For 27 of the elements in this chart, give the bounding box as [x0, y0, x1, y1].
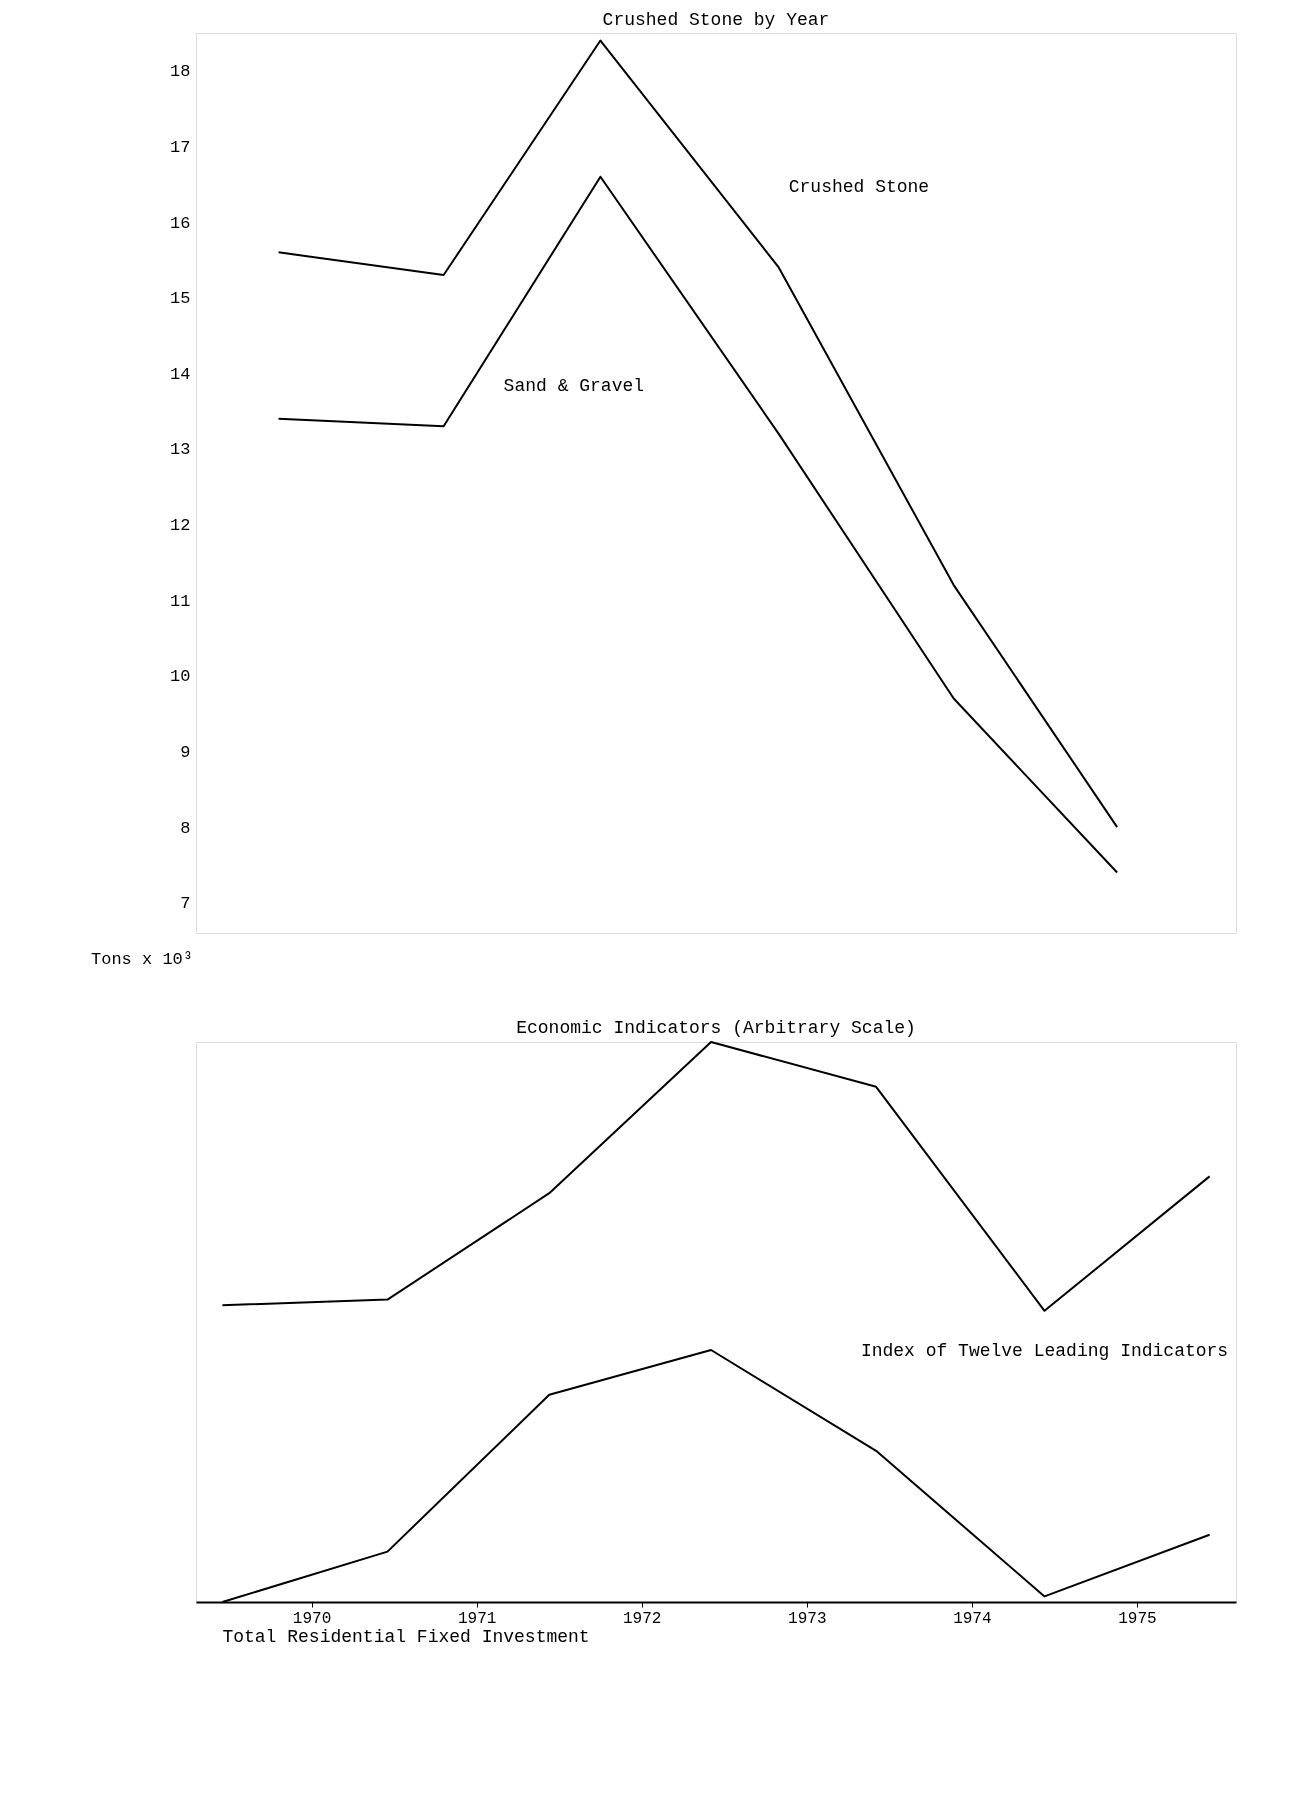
y-tick-label: 16 [170, 213, 191, 233]
line-series [277, 39, 1119, 829]
y-tick-label: 9 [180, 742, 191, 762]
y-tick-label: 12 [170, 516, 191, 536]
y-tick-label: 17 [170, 137, 191, 157]
x-tick-label: 1975 [1118, 1609, 1157, 1628]
x-tick-label: 1974 [953, 1609, 992, 1628]
y-tick-label: 18 [170, 62, 191, 82]
chart-title: Economic Indicators (Arbitrary Scale) [516, 1018, 916, 1038]
x-tick-label: 1972 [623, 1609, 662, 1628]
chart-title: Crushed Stone by Year [602, 10, 830, 30]
y-tick-label: 14 [170, 364, 191, 384]
y-tick-label: 15 [170, 289, 191, 309]
y-tick-label: 8 [180, 818, 191, 838]
y-axis-title: Tons x 10³ [91, 950, 194, 969]
x-tick-label: 1971 [457, 1609, 497, 1628]
series-label: Total Residential Fixed Investment [222, 1627, 590, 1647]
x-tick-label: 1973 [788, 1609, 827, 1628]
y-tick-label: 10 [170, 667, 191, 687]
series-label: Sand & Gravel [503, 376, 645, 397]
y-tick-label: 13 [170, 440, 191, 460]
y-tick-label: 11 [170, 591, 191, 611]
x-tick-label: 1970 [292, 1609, 332, 1628]
y-tick-label: 7 [180, 894, 191, 914]
text: Index of Twelve Leading Indicators [860, 1340, 1229, 1361]
line-series [277, 175, 1119, 874]
text: Crushed Stone [788, 177, 930, 198]
